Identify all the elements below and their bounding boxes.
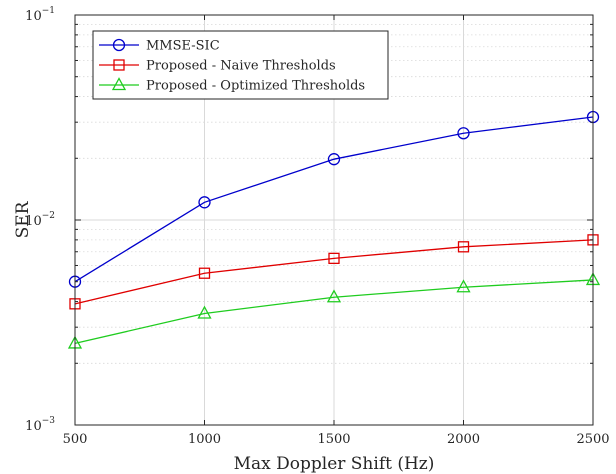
legend: MMSE-SIC Proposed - Naive Thresholds Propo…: [92, 30, 389, 100]
series-layer: [67, 110, 601, 349]
data-point: [457, 127, 470, 140]
legend-label: MMSE-SIC: [146, 39, 220, 54]
legend-label: Proposed - Optimized Thresholds: [146, 79, 365, 94]
legend-box: [92, 30, 389, 100]
y-tick-label: 10−3: [25, 416, 55, 434]
legend-label: Proposed - Naive Thresholds: [146, 59, 336, 74]
x-axis-label: Max Doppler Shift (Hz): [234, 454, 435, 474]
y-tick-label: 10−2: [25, 211, 55, 229]
data-point: [198, 196, 211, 209]
data-point: [326, 289, 342, 303]
legend-marker: [113, 59, 125, 71]
series-line: [74, 116, 594, 283]
series-line: [74, 279, 594, 345]
y-tick-label: 10−1: [25, 6, 55, 24]
data-point: [327, 153, 341, 166]
x-tick-label: 500: [63, 432, 88, 447]
y-axis-label: SER: [13, 200, 33, 238]
x-tick-label: 1500: [317, 432, 350, 447]
data-point: [457, 241, 470, 253]
legend-item: Proposed - Naive Thresholds: [99, 59, 336, 74]
series-line: [74, 239, 594, 305]
x-tick-label: 2000: [447, 432, 480, 447]
legend-item: Proposed - Optimized Thresholds: [99, 77, 365, 94]
data-point: [197, 305, 212, 319]
legend-marker: [112, 38, 126, 52]
data-point: [198, 267, 211, 279]
x-tick-label: 2500: [576, 432, 609, 447]
data-point: [328, 252, 340, 265]
x-tick-label: 1000: [188, 432, 221, 447]
series-square: [69, 234, 599, 310]
legend-marker: [111, 77, 127, 91]
data-point: [456, 279, 471, 293]
legend-item: MMSE-SIC: [99, 39, 220, 54]
ticks: 500 1000 1500 2000 2500 10−1 10−2 10−3: [25, 6, 609, 447]
